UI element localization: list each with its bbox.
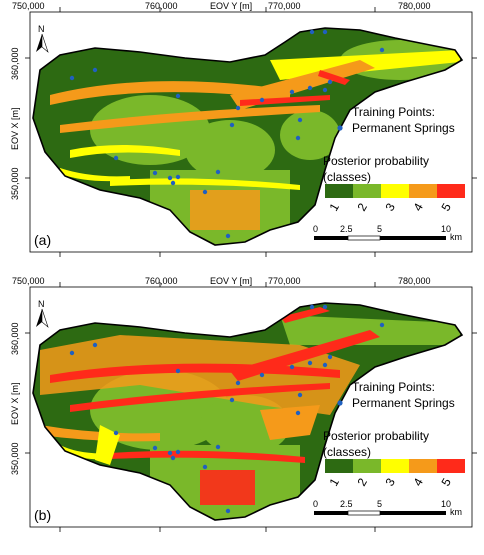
- svg-text:10: 10: [441, 499, 451, 509]
- map-b-svg: 750,000 760,000 EOV Y [m] 770,000 780,00…: [10, 276, 477, 532]
- class-swatch-4: [409, 184, 437, 198]
- x-tick-label: 760,000: [145, 1, 178, 11]
- y-tick-label: 360,000: [10, 47, 20, 80]
- class-label: 3: [382, 200, 398, 213]
- class-swatch-2: [353, 184, 381, 198]
- legend-training-title: Training Points:: [352, 105, 435, 119]
- class-swatch-2: [353, 459, 381, 473]
- legend-posterior-subtitle: (classes): [323, 170, 371, 184]
- map-panel-b: 750,000 760,000 EOV Y [m] 770,000 780,00…: [0, 275, 484, 550]
- probability-map-b: [33, 303, 462, 520]
- scale-bar: 0 2.5 5 10 km: [313, 499, 462, 517]
- panel-label: (b): [34, 507, 51, 523]
- x-tick-label: 770,000: [268, 276, 301, 286]
- x-tick-label: 780,000: [398, 1, 431, 11]
- x-tick-label: 750,000: [12, 276, 45, 286]
- class-label: 1: [326, 200, 342, 213]
- map-a-svg: 750,000 760,000 EOV Y [m] 770,000 780,00…: [10, 1, 477, 257]
- class-swatch-5: [437, 459, 465, 473]
- y-tick-label: 350,000: [10, 442, 20, 475]
- x-tick-label: 780,000: [398, 276, 431, 286]
- study-area-outline: [32, 27, 464, 246]
- class-swatch-5: [437, 184, 465, 198]
- x-tick-label: 770,000: [268, 1, 301, 11]
- class-label: 5: [438, 200, 454, 213]
- svg-text:2.5: 2.5: [340, 499, 353, 509]
- class-swatches: [325, 184, 465, 198]
- x-axis-label: EOV Y [m]: [210, 276, 252, 286]
- svg-text:0: 0: [313, 224, 318, 234]
- map-panel-a: 750,000 760,000 EOV Y [m] 770,000 780,00…: [0, 0, 484, 275]
- y-axis-label: EOV X [m]: [10, 107, 20, 150]
- legend-training-subtitle: Permanent Springs: [352, 396, 455, 410]
- class-swatch-3: [381, 459, 409, 473]
- spring-legend-icon: [337, 125, 343, 131]
- svg-text:10: 10: [441, 224, 451, 234]
- class-label: 4: [410, 475, 426, 488]
- x-axis-label: EOV Y [m]: [210, 1, 252, 11]
- x-tick-label: 750,000: [12, 1, 45, 11]
- class-swatch-3: [381, 184, 409, 198]
- axis-ticks: [25, 7, 477, 257]
- class-label: 3: [382, 475, 398, 488]
- class-swatch-1: [325, 184, 353, 198]
- spring-legend-icon: [337, 400, 343, 406]
- svg-text:km: km: [450, 232, 462, 242]
- spring-points: [69, 29, 385, 239]
- class-label: 2: [354, 475, 370, 488]
- class-label: 4: [410, 200, 426, 213]
- y-axis-label: EOV X [m]: [10, 382, 20, 425]
- svg-text:N: N: [38, 299, 45, 309]
- spring-points: [69, 304, 385, 514]
- map-frame: [29, 286, 473, 528]
- class-label: 5: [438, 475, 454, 488]
- class-label: 2: [354, 200, 370, 213]
- class-swatches: [325, 459, 465, 473]
- svg-text:0: 0: [313, 499, 318, 509]
- axis-ticks: [25, 282, 477, 532]
- x-tick-label: 760,000: [145, 276, 178, 286]
- legend-posterior-title: Posterior probability: [323, 429, 429, 443]
- probability-map-a: [33, 28, 462, 245]
- legend-training-subtitle: Permanent Springs: [352, 121, 455, 135]
- scale-bar: 0 2.5 5 10 km: [313, 224, 462, 242]
- y-tick-label: 350,000: [10, 167, 20, 200]
- svg-text:5: 5: [377, 224, 382, 234]
- class-label: 1: [326, 475, 342, 488]
- svg-text:N: N: [38, 24, 45, 34]
- map-frame: [29, 11, 473, 253]
- legend-posterior-title: Posterior probability: [323, 154, 429, 168]
- y-tick-label: 360,000: [10, 322, 20, 355]
- legend-training-title: Training Points:: [352, 380, 435, 394]
- north-arrow-icon: N: [36, 299, 49, 328]
- svg-text:km: km: [450, 507, 462, 517]
- svg-text:2.5: 2.5: [340, 224, 353, 234]
- class-swatch-4: [409, 459, 437, 473]
- study-area-outline: [32, 302, 464, 521]
- class-swatch-1: [325, 459, 353, 473]
- svg-text:5: 5: [377, 499, 382, 509]
- north-arrow-icon: N: [36, 24, 49, 53]
- panel-label: (a): [34, 232, 51, 248]
- legend-posterior-subtitle: (classes): [323, 445, 371, 459]
